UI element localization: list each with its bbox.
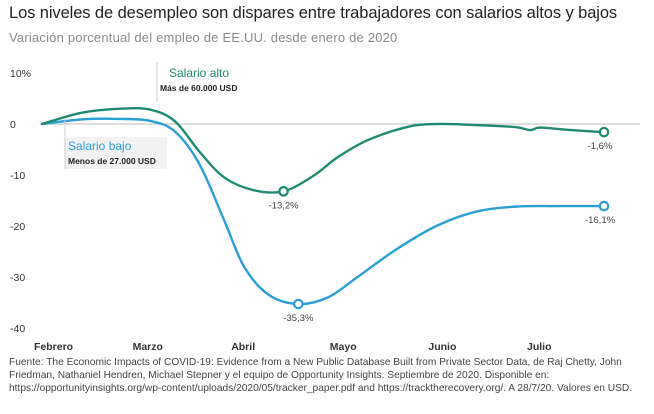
x-tick-label: Julio — [527, 341, 552, 353]
data-point-marker — [293, 298, 304, 310]
x-tick-label: Marzo — [133, 341, 163, 353]
x-tick-label: Mayo — [330, 341, 357, 353]
series-callout-box — [157, 64, 249, 96]
x-tick-label: Febrero — [34, 341, 73, 353]
data-label: -16,1% — [585, 215, 616, 226]
series-line-salario-bajo — [40, 117, 606, 306]
series-sublabel: Menos de 27.000 USD — [68, 156, 156, 166]
y-tick-label: -10 — [10, 170, 25, 182]
data-label: -1,6% — [588, 141, 613, 152]
x-tick-label: Junio — [428, 341, 456, 353]
data-point-marker — [598, 126, 610, 138]
source-note: Fuente: The Economic Impacts of COVID-19… — [9, 357, 633, 394]
data-label: -35,3% — [283, 313, 314, 324]
data-label: -13,2% — [269, 200, 300, 211]
chart-subtitle: Variación porcentual del empleo de EE.UU… — [9, 30, 398, 45]
x-tick-label: Abril — [231, 341, 255, 353]
series-name-label: Salario alto — [169, 66, 229, 80]
chart-title: Los niveles de desempleo son dispares en… — [9, 4, 618, 22]
y-tick-label: -20 — [10, 221, 25, 233]
series-name-label: Salario bajo — [68, 139, 132, 153]
y-tick-label: -30 — [10, 272, 25, 284]
data-point-marker — [598, 200, 610, 212]
series-sublabel: Más de 60.000 USD — [160, 83, 237, 93]
series-callout-box — [65, 137, 167, 169]
y-tick-label: -40 — [10, 323, 25, 335]
series-line-salario-alto — [40, 107, 606, 194]
y-tick-label: 0 — [10, 119, 16, 131]
y-tick-label: 10% — [10, 68, 31, 80]
data-point-marker — [278, 186, 289, 197]
